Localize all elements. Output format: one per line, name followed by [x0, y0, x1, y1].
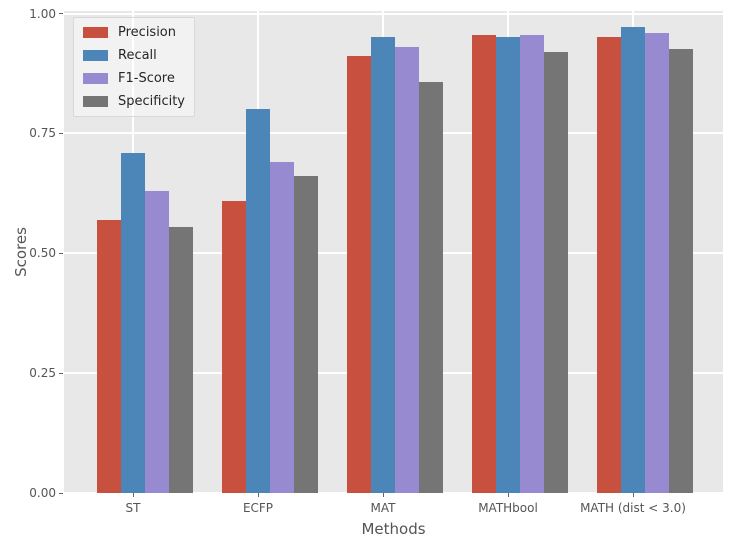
legend-swatch-specificity [83, 96, 108, 107]
bar-f1-score-ecfp [270, 162, 294, 493]
x-tick-label-mathbool: MATHbool [478, 501, 538, 515]
bar-recall-mathbool [496, 37, 520, 493]
bar-f1-score-mat [395, 47, 419, 493]
h-gridline-1.00 [64, 12, 723, 15]
y-tick-mark-0.00 [59, 493, 63, 494]
bar-recall-ecfp [246, 109, 270, 493]
x-tick-label-mat: MAT [370, 501, 396, 515]
bar-precision-st [97, 219, 121, 493]
x-tick-mark-st [133, 493, 134, 497]
bar-recall-st [121, 152, 145, 493]
bar-specificity-ecfp [294, 175, 318, 493]
x-tick-mark-mat [383, 493, 384, 497]
bar-recall-mat [371, 37, 395, 493]
y-tick-mark-1.00 [59, 13, 63, 14]
bar-precision-mathbool [472, 35, 496, 493]
y-tick-label-0.50: 0.50 [29, 246, 56, 261]
legend-label-f1-score: F1-Score [118, 71, 175, 86]
bar-f1-score-math-dist-3-0 [645, 33, 669, 493]
x-tick-mark-math-dist-3-0 [633, 493, 634, 497]
y-tick-label-0.00: 0.00 [29, 486, 56, 500]
y-tick-label-0.75: 0.75 [29, 126, 56, 141]
y-tick-mark-0.50 [59, 253, 63, 254]
bar-precision-mat [347, 55, 371, 493]
bar-f1-score-mathbool [520, 35, 544, 493]
x-tick-label-ecfp: ECFP [242, 501, 274, 515]
legend-item-recall: Recall [83, 47, 185, 64]
plot-area: Precision Recall F1-Score Specificity [64, 11, 723, 493]
y-tick-mark-0.75 [59, 133, 63, 134]
legend-item-precision: Precision [83, 24, 185, 41]
bar-specificity-math-dist-3-0 [669, 48, 693, 493]
legend-item-f1-score: F1-Score [83, 70, 185, 87]
bar-precision-ecfp [222, 200, 246, 493]
bar-recall-math-dist-3-0 [621, 26, 645, 493]
bar-precision-math-dist-3-0 [597, 37, 621, 493]
y-tick-label-0.25: 0.25 [29, 366, 56, 381]
bar-f1-score-st [145, 190, 169, 493]
x-tick-label-st: ST [125, 501, 141, 515]
bar-specificity-mathbool [544, 51, 568, 493]
y-tick-mark-0.25 [59, 373, 63, 374]
legend-swatch-f1-score [83, 73, 108, 84]
legend: Precision Recall F1-Score Specificity [73, 17, 195, 117]
x-tick-mark-mathbool [508, 493, 509, 497]
legend-item-specificity: Specificity [83, 93, 185, 110]
x-axis-label: Methods [361, 520, 426, 538]
x-tick-mark-ecfp [258, 493, 259, 497]
legend-label-precision: Precision [118, 25, 177, 40]
bar-specificity-mat [419, 81, 443, 493]
legend-swatch-precision [83, 27, 108, 38]
x-tick-label-math-dist-3-0: MATH (dist < 3.0) [580, 501, 686, 515]
legend-swatch-recall [83, 50, 108, 61]
legend-label-recall: Recall [118, 48, 157, 63]
legend-label-specificity: Specificity [118, 94, 185, 109]
y-tick-label-1.00: 1.00 [29, 6, 56, 21]
bar-specificity-st [169, 226, 193, 493]
